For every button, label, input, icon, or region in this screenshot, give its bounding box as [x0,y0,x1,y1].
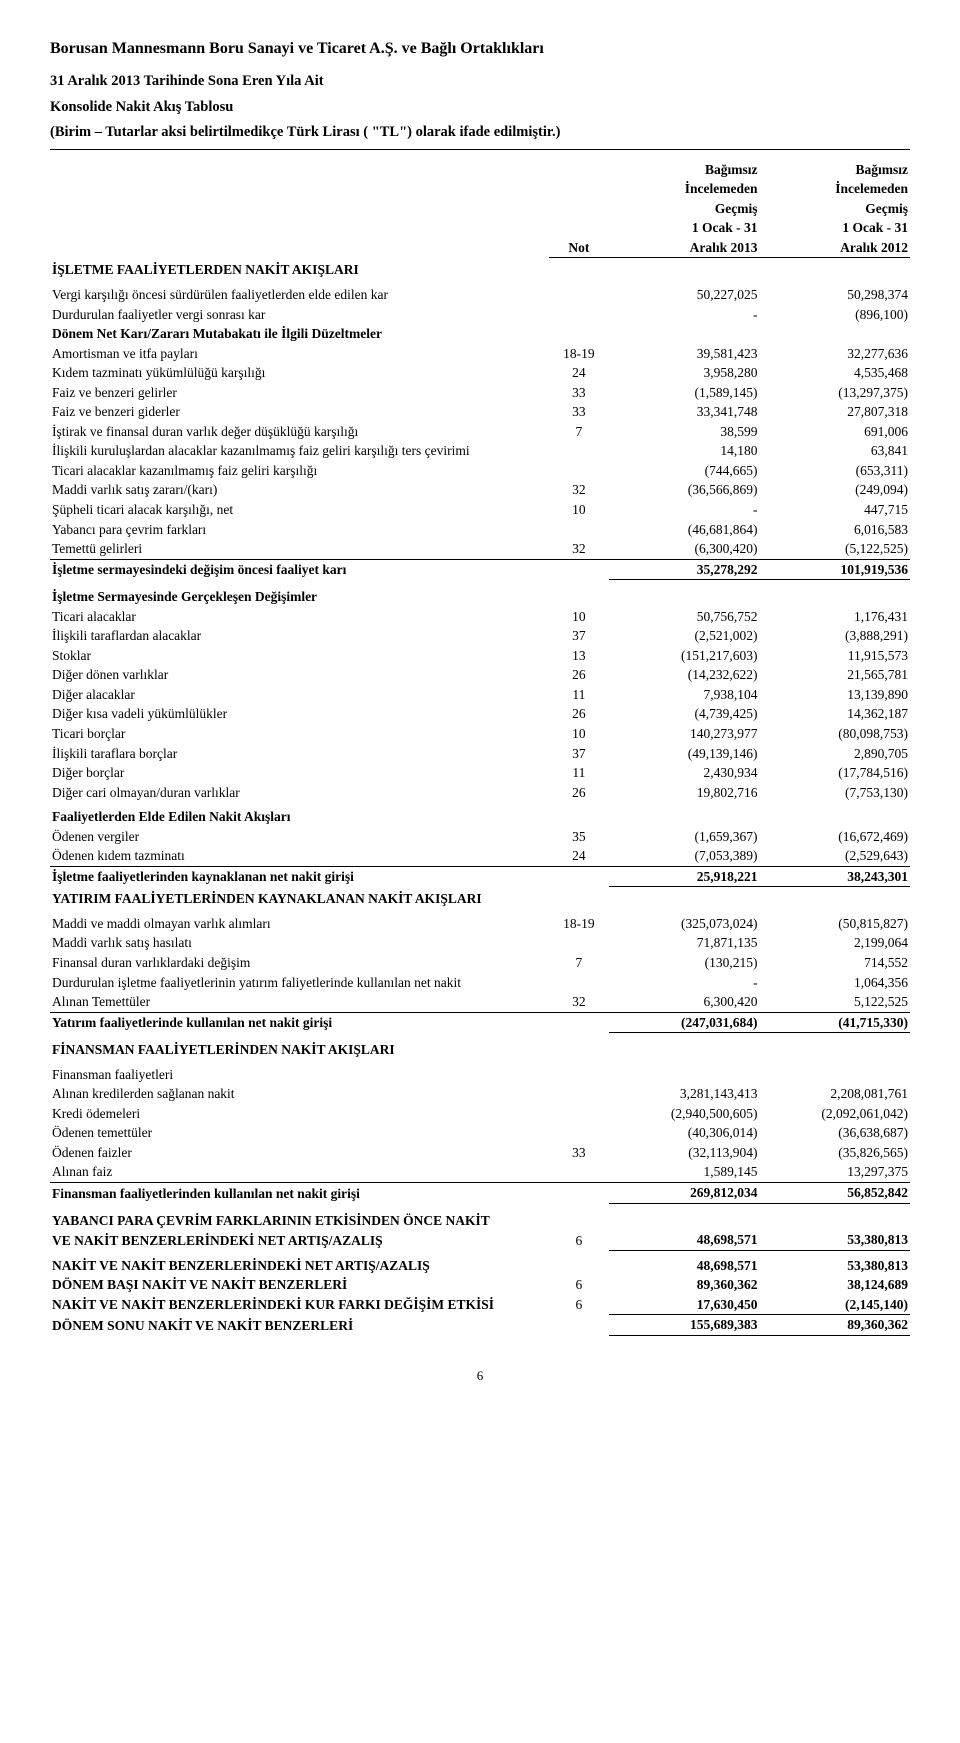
table-row: Kredi ödemeleri(2,940,500,605)(2,092,061… [50,1104,910,1124]
report-title: Konsolide Nakit Akış Tablosu [50,98,910,118]
table-row: DÖNEM BAŞI NAKİT VE NAKİT BENZERLERİ689,… [50,1275,910,1295]
page-number: 6 [50,1368,910,1384]
table-row: Ödenen faizler33(32,113,904)(35,826,565) [50,1143,910,1163]
table-row: Ticari alacaklar1050,756,7521,176,431 [50,607,910,627]
table-row: Alınan Temettüler326,300,4205,122,525 [50,992,910,1012]
table-row: Ticari borçlar10140,273,977(80,098,753) [50,724,910,744]
s6-final: DÖNEM SONU NAKİT VE NAKİT BENZERLERİ155,… [50,1315,910,1336]
table-row: Şüpheli ticari alacak karşılığı, net10-4… [50,500,910,520]
desc: Vergi karşılığı öncesi sürdürülen faaliy… [50,280,549,305]
note [549,280,609,305]
s4-subtotal: Yatırım faaliyetlerinde kullanılan net n… [50,1012,910,1033]
table-row: NAKİT VE NAKİT BENZERLERİNDEKİ NET ARTIŞ… [50,1250,910,1275]
s1-subtotal: İşletme sermayesindeki değişim öncesi fa… [50,559,910,580]
table-row: Diğer dönen varlıklar26(14,232,622)21,56… [50,665,910,685]
s2-title: İşletme Sermayesinde Gerçekleşen Değişim… [50,582,549,607]
s4-title: YATIRIM FAALİYETLERİNDEN KAYNAKLANAN NAK… [50,889,549,909]
report-unit: (Birim – Tutarlar aksi belirtilmedikçe T… [50,123,910,143]
table-row: Maddi ve maddi olmayan varlık alımları18… [50,909,910,934]
table-row: Durdurulan faaliyetler vergi sonrası kar… [50,305,910,325]
s5-sub-title: Finansman faaliyetleri [50,1060,549,1085]
table-row: Ödenen vergiler35(1,659,367)(16,672,469) [50,827,910,847]
table-row: Diğer alacaklar117,938,10413,139,890 [50,685,910,705]
table-row: Alınan kredilerden sağlanan nakit3,281,1… [50,1084,910,1104]
s1-sub-title: Dönem Net Karı/Zararı Mutabakatı ile İlg… [50,324,549,344]
table-row: İştirak ve finansal duran varlık değer d… [50,422,910,442]
s1-title: İŞLETME FAALİYETLERDEN NAKİT AKIŞLARI [50,260,549,280]
table-row: Maddi varlık satış zararı/(karı)32(36,56… [50,480,910,500]
table-row: Alınan faiz1,589,14513,297,375 [50,1162,910,1182]
col2-l1: Bağımsız [759,160,910,180]
s5-subtotal: Finansman faaliyetlerinden kullanılan ne… [50,1183,910,1204]
col1-l1: Bağımsız [609,160,760,180]
col1-l2: İncelemeden [609,179,760,199]
col1-l3: Geçmiş [609,199,760,219]
s6-r1a: YABANCI PARA ÇEVRİM FARKLARININ ETKİSİND… [50,1206,549,1231]
cashflow-table: Bağımsız Bağımsız İncelemeden İncelemede… [50,160,910,1338]
val1: 50,227,025 [609,280,760,305]
s3-title: Faaliyetlerden Elde Edilen Nakit Akışlar… [50,802,549,827]
table-row: Finansal duran varlıklardaki değişim7(13… [50,953,910,973]
table-row: Durdurulan işletme faaliyetlerinin yatır… [50,973,910,993]
table-row: NAKİT VE NAKİT BENZERLERİNDEKİ KUR FARKI… [50,1295,910,1315]
table-row: Faiz ve benzeri giderler3333,341,74827,8… [50,402,910,422]
header-divider [50,149,910,150]
s3-subtotal: İşletme faaliyetlerinden kaynaklanan net… [50,866,910,887]
table-row: Yabancı para çevrim farkları(46,681,864)… [50,520,910,540]
table-row: Temettü gelirleri32(6,300,420)(5,122,525… [50,539,910,559]
report-period: 31 Aralık 2013 Tarihinde Sona Eren Yıla … [50,72,910,92]
table-row: Ticari alacaklar kazanılmamış faiz gelir… [50,461,910,481]
col2-l4: 1 Ocak - 31 [759,218,910,238]
table-row: Faiz ve benzeri gelirler33(1,589,145)(13… [50,383,910,403]
table-row: İlişkili taraflardan alacaklar37(2,521,0… [50,626,910,646]
table-row: Maddi varlık satış hasılatı71,871,1352,1… [50,933,910,953]
table-row: VE NAKİT BENZERLERİNDEKİ NET ARTIŞ/AZALI… [50,1230,910,1250]
table-row: Ödenen temettüler(40,306,014)(36,638,687… [50,1123,910,1143]
val2: 50,298,374 [759,280,910,305]
desc: Durdurulan faaliyetler vergi sonrası kar [50,305,549,325]
table-row: Diğer kısa vadeli yükümlülükler26(4,739,… [50,704,910,724]
col2-l2: İncelemeden [759,179,910,199]
s5-title: FİNANSMAN FAALİYETLERİNDEN NAKİT AKIŞLAR… [50,1035,549,1060]
col-header-row: Bağımsız Bağımsız [50,160,910,180]
note-header: Not [549,238,609,258]
col1-l4: 1 Ocak - 31 [609,218,760,238]
table-row: Vergi karşılığı öncesi sürdürülen faaliy… [50,280,910,305]
table-row: Stoklar13(151,217,603)11,915,573 [50,646,910,666]
table-row: Ödenen kıdem tazminatı24(7,053,389)(2,52… [50,846,910,866]
table-row: İlişkili kuruluşlardan alacaklar kazanıl… [50,441,910,461]
company-title: Borusan Mannesmann Boru Sanayi ve Ticare… [50,40,910,58]
table-row: İlişkili taraflara borçlar37(49,139,146)… [50,744,910,764]
table-row: Amortisman ve itfa payları18-1939,581,42… [50,344,910,364]
col1-l5: Aralık 2013 [609,238,760,258]
table-row: Kıdem tazminatı yükümlülüğü karşılığı243… [50,363,910,383]
table-row: Diğer cari olmayan/duran varlıklar2619,8… [50,783,910,803]
col2-l5: Aralık 2012 [759,238,910,258]
table-row: Diğer borçlar112,430,934(17,784,516) [50,763,910,783]
col2-l3: Geçmiş [759,199,910,219]
